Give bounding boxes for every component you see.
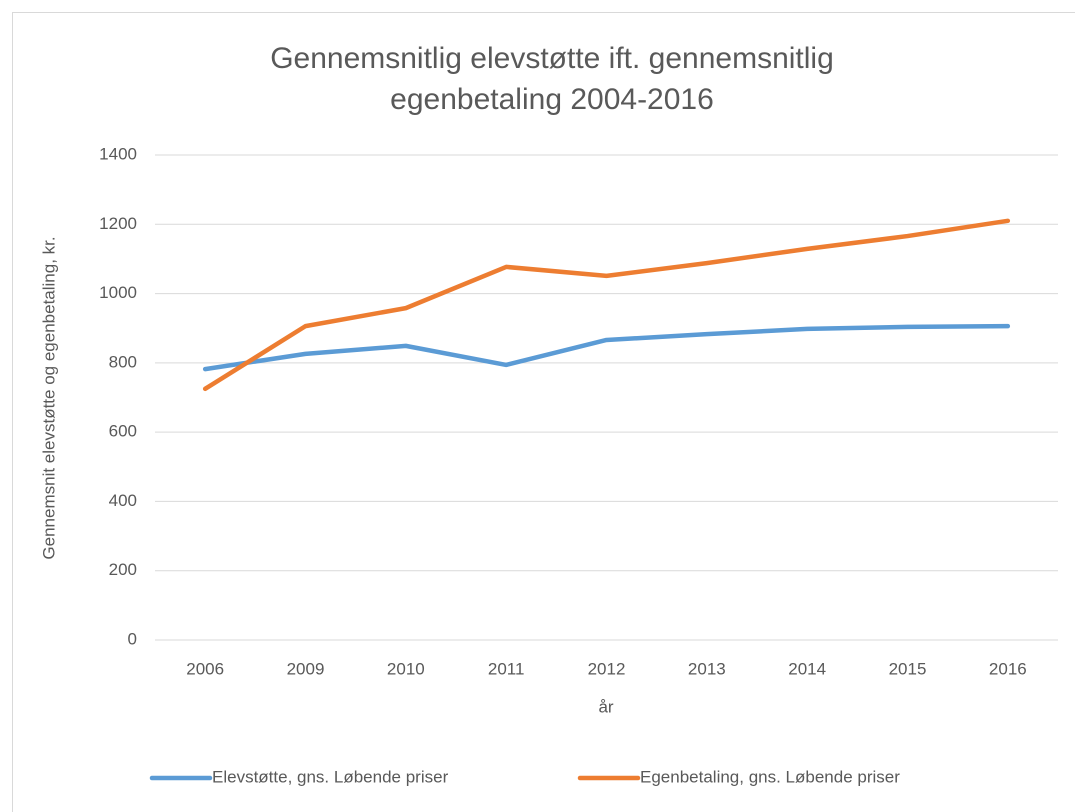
series-line (202, 323, 1011, 372)
x-tick-label: 2009 (287, 659, 325, 678)
x-tick-label: 2015 (889, 659, 927, 678)
legend-label: Elevstøtte, gns. Løbende priser (212, 767, 449, 786)
chart-frame (12, 12, 1075, 812)
chart-title: Gennemsnitlig elevstøtte ift. gennemsnit… (270, 42, 834, 75)
y-tick-label: 1000 (99, 283, 137, 302)
x-axis-label: år (598, 697, 613, 716)
x-tick-label: 2011 (488, 659, 525, 678)
x-tick-label: 2013 (688, 659, 726, 678)
x-tick-label: 2006 (186, 659, 224, 678)
chart-title: egenbetaling 2004-2016 (390, 83, 714, 116)
y-tick-label: 400 (109, 491, 137, 510)
x-tick-label: 2014 (788, 659, 826, 678)
y-axis-label: Gennemsnit elevstøtte og egenbetaling, k… (39, 236, 58, 559)
x-tick-label: 2016 (989, 659, 1027, 678)
y-tick-label: 1200 (99, 214, 137, 233)
legend-label: Egenbetaling, gns. Løbende priser (640, 767, 900, 786)
y-tick-label: 600 (109, 422, 137, 441)
y-tick-label: 200 (109, 560, 137, 579)
x-tick-label: 2010 (387, 659, 425, 678)
x-tick-label: 2012 (588, 659, 626, 678)
series-line (202, 218, 1011, 392)
y-tick-label: 800 (109, 352, 137, 371)
y-tick-label: 1400 (99, 144, 137, 163)
y-tick-label: 0 (128, 629, 137, 648)
